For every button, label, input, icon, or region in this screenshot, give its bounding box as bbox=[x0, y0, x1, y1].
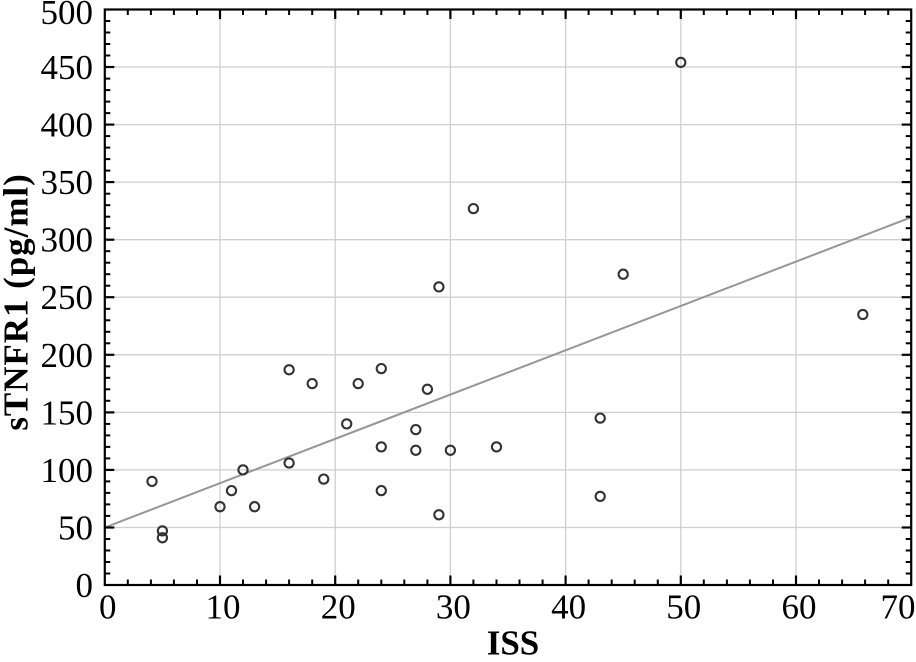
svg-text:60: 60 bbox=[782, 588, 817, 627]
svg-text:50: 50 bbox=[666, 588, 701, 627]
svg-text:0: 0 bbox=[76, 566, 94, 605]
svg-text:20: 20 bbox=[321, 588, 356, 627]
svg-text:450: 450 bbox=[41, 48, 94, 87]
svg-text:400: 400 bbox=[41, 106, 94, 145]
svg-text:30: 30 bbox=[436, 588, 471, 627]
svg-text:40: 40 bbox=[551, 588, 586, 627]
svg-text:ISS: ISS bbox=[487, 624, 540, 658]
svg-text:250: 250 bbox=[41, 278, 94, 317]
svg-text:150: 150 bbox=[41, 393, 94, 432]
svg-text:50: 50 bbox=[58, 509, 93, 548]
svg-text:sTNFR1 (pg/ml): sTNFR1 (pg/ml) bbox=[0, 173, 36, 430]
svg-text:350: 350 bbox=[41, 163, 94, 202]
svg-text:100: 100 bbox=[41, 451, 94, 490]
svg-text:70: 70 bbox=[881, 588, 916, 627]
svg-text:500: 500 bbox=[41, 0, 94, 32]
svg-text:200: 200 bbox=[41, 336, 94, 375]
svg-text:10: 10 bbox=[206, 588, 241, 627]
svg-text:0: 0 bbox=[99, 588, 117, 627]
svg-text:300: 300 bbox=[41, 221, 94, 260]
